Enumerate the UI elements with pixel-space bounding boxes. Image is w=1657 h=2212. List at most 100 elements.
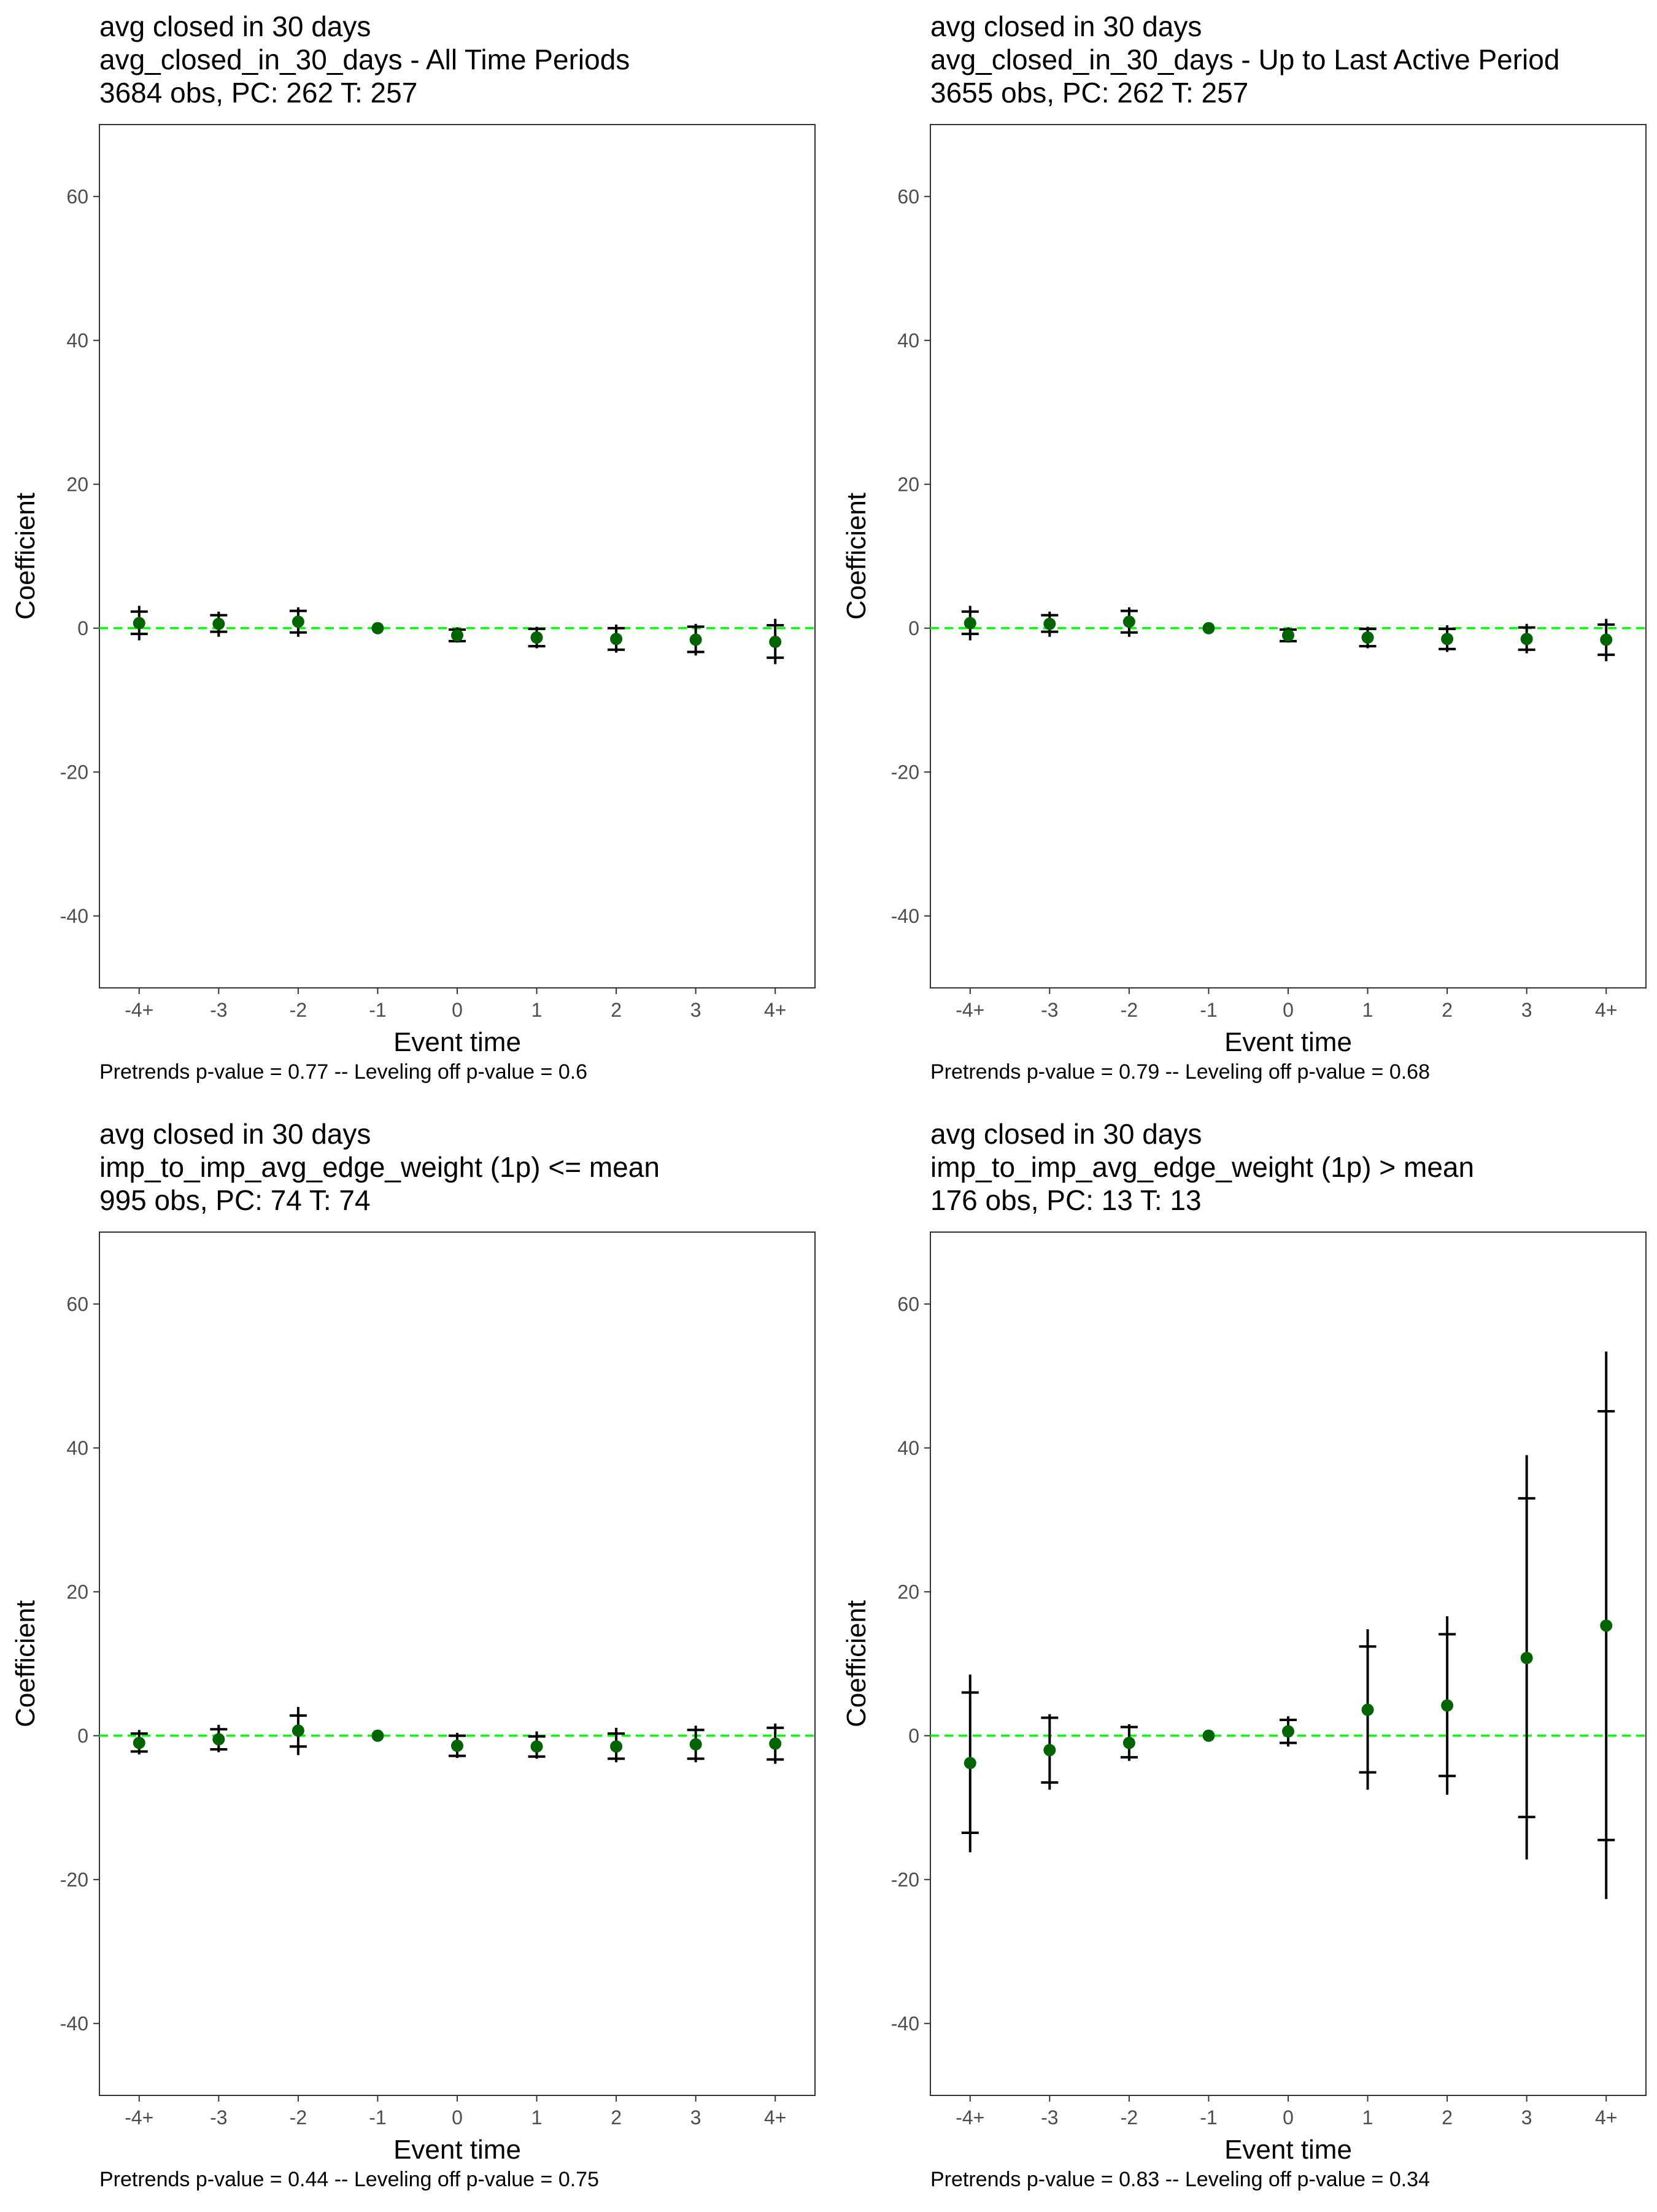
y-tick-label: 20 <box>66 1581 88 1603</box>
plot-frame <box>930 124 1647 988</box>
estimate-point <box>530 631 543 644</box>
estimate-point <box>610 633 623 645</box>
x-axis-title: Event time <box>1224 2135 1352 2165</box>
panel-3: avg closed in 30 days imp_to_imp_avg_edg… <box>0 1108 829 2212</box>
x-tick-label: -1 <box>1200 2106 1217 2129</box>
x-tick-label: -3 <box>1041 2106 1058 2129</box>
estimate-point <box>212 617 225 630</box>
panel-subtitle: avg_closed_in_30_days - Up to Last Activ… <box>930 44 1560 75</box>
estimate-point <box>1361 631 1374 644</box>
x-tick-label: 2 <box>611 2106 622 2129</box>
x-tick-label: 4+ <box>764 999 786 1021</box>
y-tick-label: 60 <box>66 185 88 207</box>
y-tick-label: 40 <box>897 329 919 352</box>
panel-caption: 3684 obs, PC: 262 T: 257 <box>99 77 418 109</box>
x-tick-label: 4+ <box>1595 999 1617 1021</box>
estimate-point <box>689 633 702 646</box>
x-tick-label: -1 <box>369 999 386 1021</box>
y-tick-label: -40 <box>60 2013 88 2035</box>
estimate-point <box>1122 615 1135 628</box>
estimate-point <box>1520 633 1533 645</box>
panel-3-plot: -40 -20 0 20 40 60 -4+ -3 -2 -1 0 1 2 3 4+ Event time Co… <box>10 1231 816 2165</box>
plot-frame <box>99 1231 816 2096</box>
y-tick-label: 40 <box>66 1437 88 1459</box>
x-tick-label: 3 <box>1521 2106 1532 2129</box>
estimate-point <box>1043 617 1056 630</box>
y-axis-title: Coefficient <box>10 493 41 620</box>
estimate-point <box>964 1757 976 1770</box>
panel-title: avg closed in 30 days <box>930 1118 1202 1150</box>
x-tick-label: 3 <box>690 2106 701 2129</box>
y-tick-label: 60 <box>66 1293 88 1315</box>
y-axis-title: Coefficient <box>10 1600 41 1727</box>
x-tick-label: -2 <box>1121 999 1138 1021</box>
estimate-point <box>689 1738 702 1751</box>
panel-1: avg closed in 30 days avg_closed_in_30_d… <box>0 0 829 1104</box>
x-axis-title: Event time <box>1224 1027 1352 1057</box>
x-tick-label: -4+ <box>956 2106 984 2129</box>
estimate-point <box>1600 1619 1613 1632</box>
estimate-point <box>530 1740 543 1753</box>
x-tick-label: 1 <box>531 999 543 1021</box>
estimate-point <box>133 617 145 630</box>
y-tick-label: -20 <box>891 1868 919 1890</box>
x-tick-label: 1 <box>1362 999 1373 1021</box>
x-tick-label: 0 <box>1283 2106 1294 2129</box>
x-tick-label: -4+ <box>956 999 984 1021</box>
x-tick-label: 0 <box>1283 999 1294 1021</box>
estimate-point <box>1202 622 1215 634</box>
x-tick-label: 2 <box>611 999 622 1021</box>
panel-4-plot: -40 -20 0 20 40 60 -4+ -3 -2 -1 0 1 2 3 4+ Event time Co… <box>841 1231 1647 2165</box>
estimate-point <box>451 1740 463 1752</box>
x-tick-label: 4+ <box>764 2106 786 2129</box>
y-tick-label: -20 <box>60 1868 88 1890</box>
y-tick-label: -40 <box>891 905 919 927</box>
y-tick-label: 0 <box>908 617 919 639</box>
y-tick-label: 0 <box>77 617 88 639</box>
panel-footnote: Pretrends p-value = 0.79 -- Leveling off… <box>930 1060 1430 1084</box>
estimate-point <box>769 636 782 649</box>
panel-footnote: Pretrends p-value = 0.77 -- Leveling off… <box>99 1060 588 1084</box>
panel-title: avg closed in 30 days <box>99 1118 371 1150</box>
estimate-point <box>1441 1699 1454 1712</box>
plot-frame <box>930 1231 1647 2096</box>
panel-subtitle: imp_to_imp_avg_edge_weight (1p) > mean <box>930 1151 1475 1183</box>
y-tick-label: 60 <box>897 1293 919 1315</box>
x-tick-label: -3 <box>210 2106 227 2129</box>
panel-title: avg closed in 30 days <box>99 10 371 42</box>
estimate-point <box>769 1737 782 1750</box>
estimate-point <box>1520 1652 1533 1665</box>
panel-2: avg closed in 30 days avg_closed_in_30_d… <box>831 0 1657 1104</box>
estimate-point <box>1282 1725 1294 1738</box>
estimate-point <box>1600 633 1613 646</box>
estimate-point <box>1202 1729 1215 1742</box>
x-tick-label: 0 <box>452 999 463 1021</box>
estimate-point <box>1043 1744 1056 1757</box>
estimate-point <box>371 1729 384 1742</box>
panel-footnote: Pretrends p-value = 0.44 -- Leveling off… <box>99 2168 599 2191</box>
x-axis-title: Event time <box>393 2135 521 2165</box>
panel-caption: 995 obs, PC: 74 T: 74 <box>99 1184 371 1216</box>
y-tick-label: 20 <box>66 473 88 495</box>
x-tick-label: 1 <box>531 2106 543 2129</box>
panel-title: avg closed in 30 days <box>930 10 1202 42</box>
x-tick-label: 3 <box>690 999 701 1021</box>
x-tick-label: 3 <box>1521 999 1532 1021</box>
y-tick-label: 20 <box>897 1581 919 1603</box>
estimate-point <box>133 1736 145 1749</box>
x-tick-label: 1 <box>1362 2106 1373 2129</box>
panel-caption: 176 obs, PC: 13 T: 13 <box>930 1184 1202 1216</box>
estimate-point <box>451 629 463 642</box>
estimate-point <box>371 622 384 634</box>
y-tick-label: 0 <box>77 1725 88 1747</box>
y-tick-label: 60 <box>897 185 919 207</box>
y-tick-label: 40 <box>66 329 88 352</box>
y-tick-label: 20 <box>897 473 919 495</box>
estimate-point <box>292 615 304 628</box>
estimate-point <box>1361 1703 1374 1716</box>
x-tick-label: -2 <box>290 999 307 1021</box>
x-tick-label: -3 <box>210 999 227 1021</box>
panel-caption: 3655 obs, PC: 262 T: 257 <box>930 77 1249 109</box>
y-tick-label: 40 <box>897 1437 919 1459</box>
